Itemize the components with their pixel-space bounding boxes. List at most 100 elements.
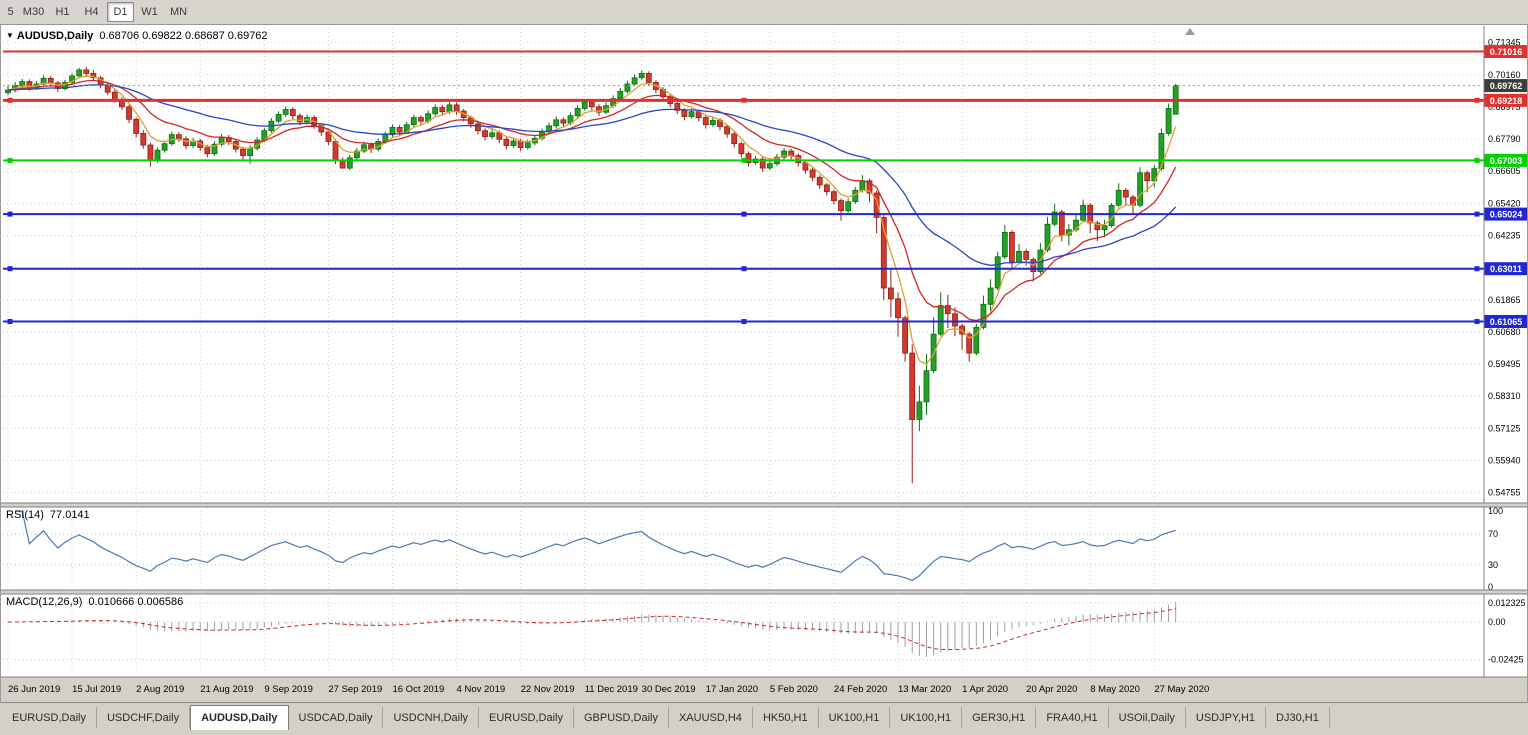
timeframe-button-W1[interactable]: W1 xyxy=(141,6,158,18)
price-axis-label: 0.61865 xyxy=(1488,295,1521,305)
tab-uk100-h1[interactable]: UK100,H1 xyxy=(819,707,891,728)
tab-usdcnh-daily[interactable]: USDCNH,Daily xyxy=(383,707,480,728)
line-handle[interactable] xyxy=(1474,319,1480,324)
panel-splitter[interactable] xyxy=(0,590,1528,594)
horizontal-line-0.65024[interactable] xyxy=(3,211,1484,217)
tab-usdchf-daily[interactable]: USDCHF,Daily xyxy=(97,707,191,728)
line-handle[interactable] xyxy=(1474,266,1480,272)
tab-eurusd-daily[interactable]: EURUSD,Daily xyxy=(479,707,574,728)
symbol-dropdown-icon[interactable]: ▼ xyxy=(6,31,14,40)
price-axis-label: 0.60680 xyxy=(1488,327,1521,337)
horizontal-line-0.63011[interactable] xyxy=(3,266,1484,272)
date-axis-label: 20 Apr 2020 xyxy=(1026,684,1077,695)
tab-usdjpy-h1[interactable]: USDJPY,H1 xyxy=(1186,707,1267,728)
line-handle[interactable] xyxy=(1474,97,1480,103)
date-axis-label: 1 Apr 2020 xyxy=(962,684,1008,695)
timeframe-button-D1[interactable]: D1 xyxy=(107,2,134,22)
price-badge xyxy=(1484,207,1528,221)
date-axis-label: 16 Oct 2019 xyxy=(392,684,444,695)
rsi-value: 77.0141 xyxy=(49,509,90,521)
line-handle[interactable] xyxy=(741,157,747,163)
price-badge-label: 0.65024 xyxy=(1490,210,1523,220)
line-handle[interactable] xyxy=(1474,211,1480,217)
rsi-indicator-label: RSI(14) 77.0141 xyxy=(6,509,90,521)
price-axis-label: 0.55940 xyxy=(1488,456,1521,466)
timeframe-button-H4[interactable]: H4 xyxy=(84,6,99,18)
tab-usdcad-daily[interactable]: USDCAD,Daily xyxy=(289,707,384,728)
price-badge-label: 0.71016 xyxy=(1490,47,1523,57)
timeframe-button-H1[interactable]: H1 xyxy=(55,6,70,18)
horizontal-line-0.69218[interactable] xyxy=(3,97,1484,103)
date-axis-label: 2 Aug 2019 xyxy=(136,684,184,695)
date-axis-label: 24 Feb 2020 xyxy=(834,684,887,695)
price-axis-label: 0.66605 xyxy=(1488,166,1521,176)
tab-fra40-h1[interactable]: FRA40,H1 xyxy=(1036,707,1109,728)
chart-symbol: AUDUSD,Daily xyxy=(16,30,94,42)
date-axis-label: 4 Nov 2019 xyxy=(457,684,506,695)
price-axis-label: 0.70160 xyxy=(1488,70,1521,80)
date-axis-label: 26 Jun 2019 xyxy=(8,684,60,695)
time-axis[interactable]: 26 Jun 2019 15 Jul 2019 2 Aug 2019 21 Aug 2… xyxy=(8,684,1209,695)
date-axis-label: 5 Feb 2020 xyxy=(770,684,818,695)
rsi-panel: 100 70 30 0 xyxy=(3,506,1503,592)
date-axis-label: 21 Aug 2019 xyxy=(200,684,253,695)
rsi-name: RSI(14) xyxy=(6,509,44,521)
macd-axis-label: 0.012325 xyxy=(1488,598,1526,608)
horizontal-line-0.67003[interactable] xyxy=(3,157,1484,163)
line-handle[interactable] xyxy=(741,266,747,272)
timeframe-toolbar: 5 M30 H1 H4 D1 W1 MN xyxy=(0,0,1528,25)
date-axis-label: 17 Jan 2020 xyxy=(706,684,758,695)
line-handle[interactable] xyxy=(7,157,13,163)
date-axis-label: 27 Sep 2019 xyxy=(328,684,382,695)
date-axis-label: 27 May 2020 xyxy=(1154,684,1209,695)
chart-shift-marker[interactable] xyxy=(1185,28,1195,35)
price-badge xyxy=(1484,262,1528,276)
macd-indicator-label: MACD(12,26,9) 0.010666 0.006586 xyxy=(6,596,183,608)
timeframe-button-M30[interactable]: M30 xyxy=(22,6,45,18)
tab-audusd-daily[interactable]: AUDUSD,Daily xyxy=(190,705,289,730)
price-axis[interactable]: 0.71345 0.70160 0.68975 0.67790 0.66605 0.654… xyxy=(1483,26,1521,677)
timeframe-button-5[interactable]: 5 xyxy=(7,6,14,18)
macd-values: 0.010666 0.006586 xyxy=(88,596,184,608)
price-axis-label: 0.57125 xyxy=(1488,423,1521,433)
macd-axis-label: -0.02425 xyxy=(1488,655,1524,665)
chart-background[interactable] xyxy=(0,25,1528,677)
tab-dj30-h1[interactable]: DJ30,H1 xyxy=(1266,707,1330,728)
timeframe-button-MN[interactable]: MN xyxy=(169,6,188,18)
date-axis-label: 22 Nov 2019 xyxy=(521,684,575,695)
horizontal-line-0.61065[interactable] xyxy=(3,319,1484,324)
chart-tab-bar: EURUSD,Daily USDCHF,Daily AUDUSD,Daily USDC… xyxy=(0,702,1528,730)
line-handle[interactable] xyxy=(1474,157,1480,163)
price-badge-label: 0.61065 xyxy=(1490,317,1523,327)
tab-usoil-daily[interactable]: USOil,Daily xyxy=(1109,707,1186,728)
price-axis-label: 0.71345 xyxy=(1488,38,1521,48)
line-handle[interactable] xyxy=(741,97,747,103)
price-badge-label: 0.69218 xyxy=(1490,96,1523,106)
tab-eurusd-daily[interactable]: EURUSD,Daily xyxy=(2,707,97,728)
price-axis-label: 0.67790 xyxy=(1488,134,1521,144)
tab-hk50-h1[interactable]: HK50,H1 xyxy=(753,707,819,728)
price-axis-label: 0.58310 xyxy=(1488,391,1521,401)
rsi-axis-label: 100 xyxy=(1488,506,1503,516)
panel-splitter[interactable] xyxy=(0,503,1528,507)
line-handle[interactable] xyxy=(7,211,13,217)
price-axis-label: 0.68975 xyxy=(1488,102,1521,112)
date-axis-label: 30 Dec 2019 xyxy=(642,684,696,695)
price-badge xyxy=(1484,153,1528,167)
line-handle[interactable] xyxy=(741,319,747,324)
tab-uk100-h1[interactable]: UK100,H1 xyxy=(890,707,963,728)
line-handle[interactable] xyxy=(7,319,13,324)
macd-name: MACD(12,26,9) xyxy=(6,596,83,608)
macd-axis-label: 0.00 xyxy=(1488,617,1506,627)
line-handle[interactable] xyxy=(7,266,13,272)
moving-average-lines xyxy=(7,75,1177,365)
tab-ger30-h1[interactable]: GER30,H1 xyxy=(962,707,1037,728)
tab-gbpusd-daily[interactable]: GBPUSD,Daily xyxy=(574,707,669,728)
price-axis-label: 0.64235 xyxy=(1488,230,1521,240)
price-badge xyxy=(1484,45,1528,59)
line-handle[interactable] xyxy=(7,97,13,103)
line-handle[interactable] xyxy=(741,211,747,217)
time-axis-strip[interactable] xyxy=(0,677,1528,702)
tab-xauusd-h4[interactable]: XAUUSD,H4 xyxy=(669,707,753,728)
